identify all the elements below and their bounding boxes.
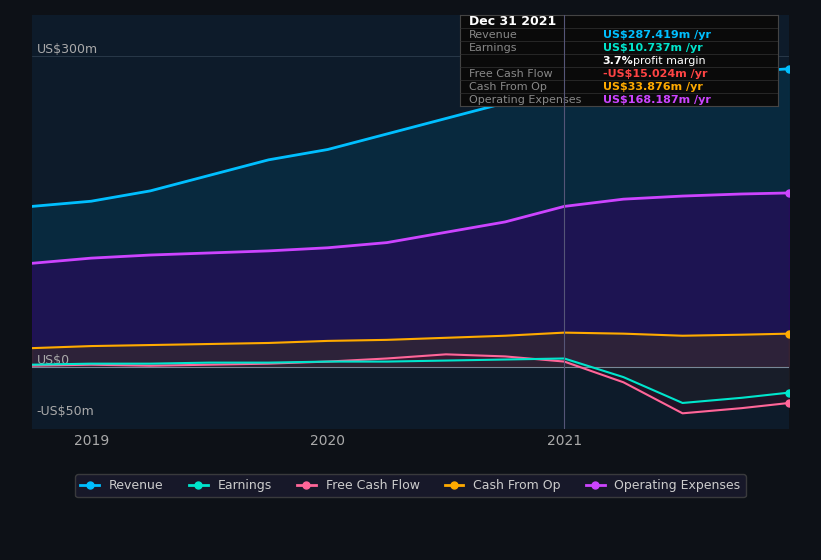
Legend: Revenue, Earnings, Free Cash Flow, Cash From Op, Operating Expenses: Revenue, Earnings, Free Cash Flow, Cash … [76, 474, 745, 497]
Text: US$300m: US$300m [37, 43, 98, 57]
Text: US$0: US$0 [37, 354, 70, 367]
Text: -US$50m: -US$50m [37, 405, 94, 418]
